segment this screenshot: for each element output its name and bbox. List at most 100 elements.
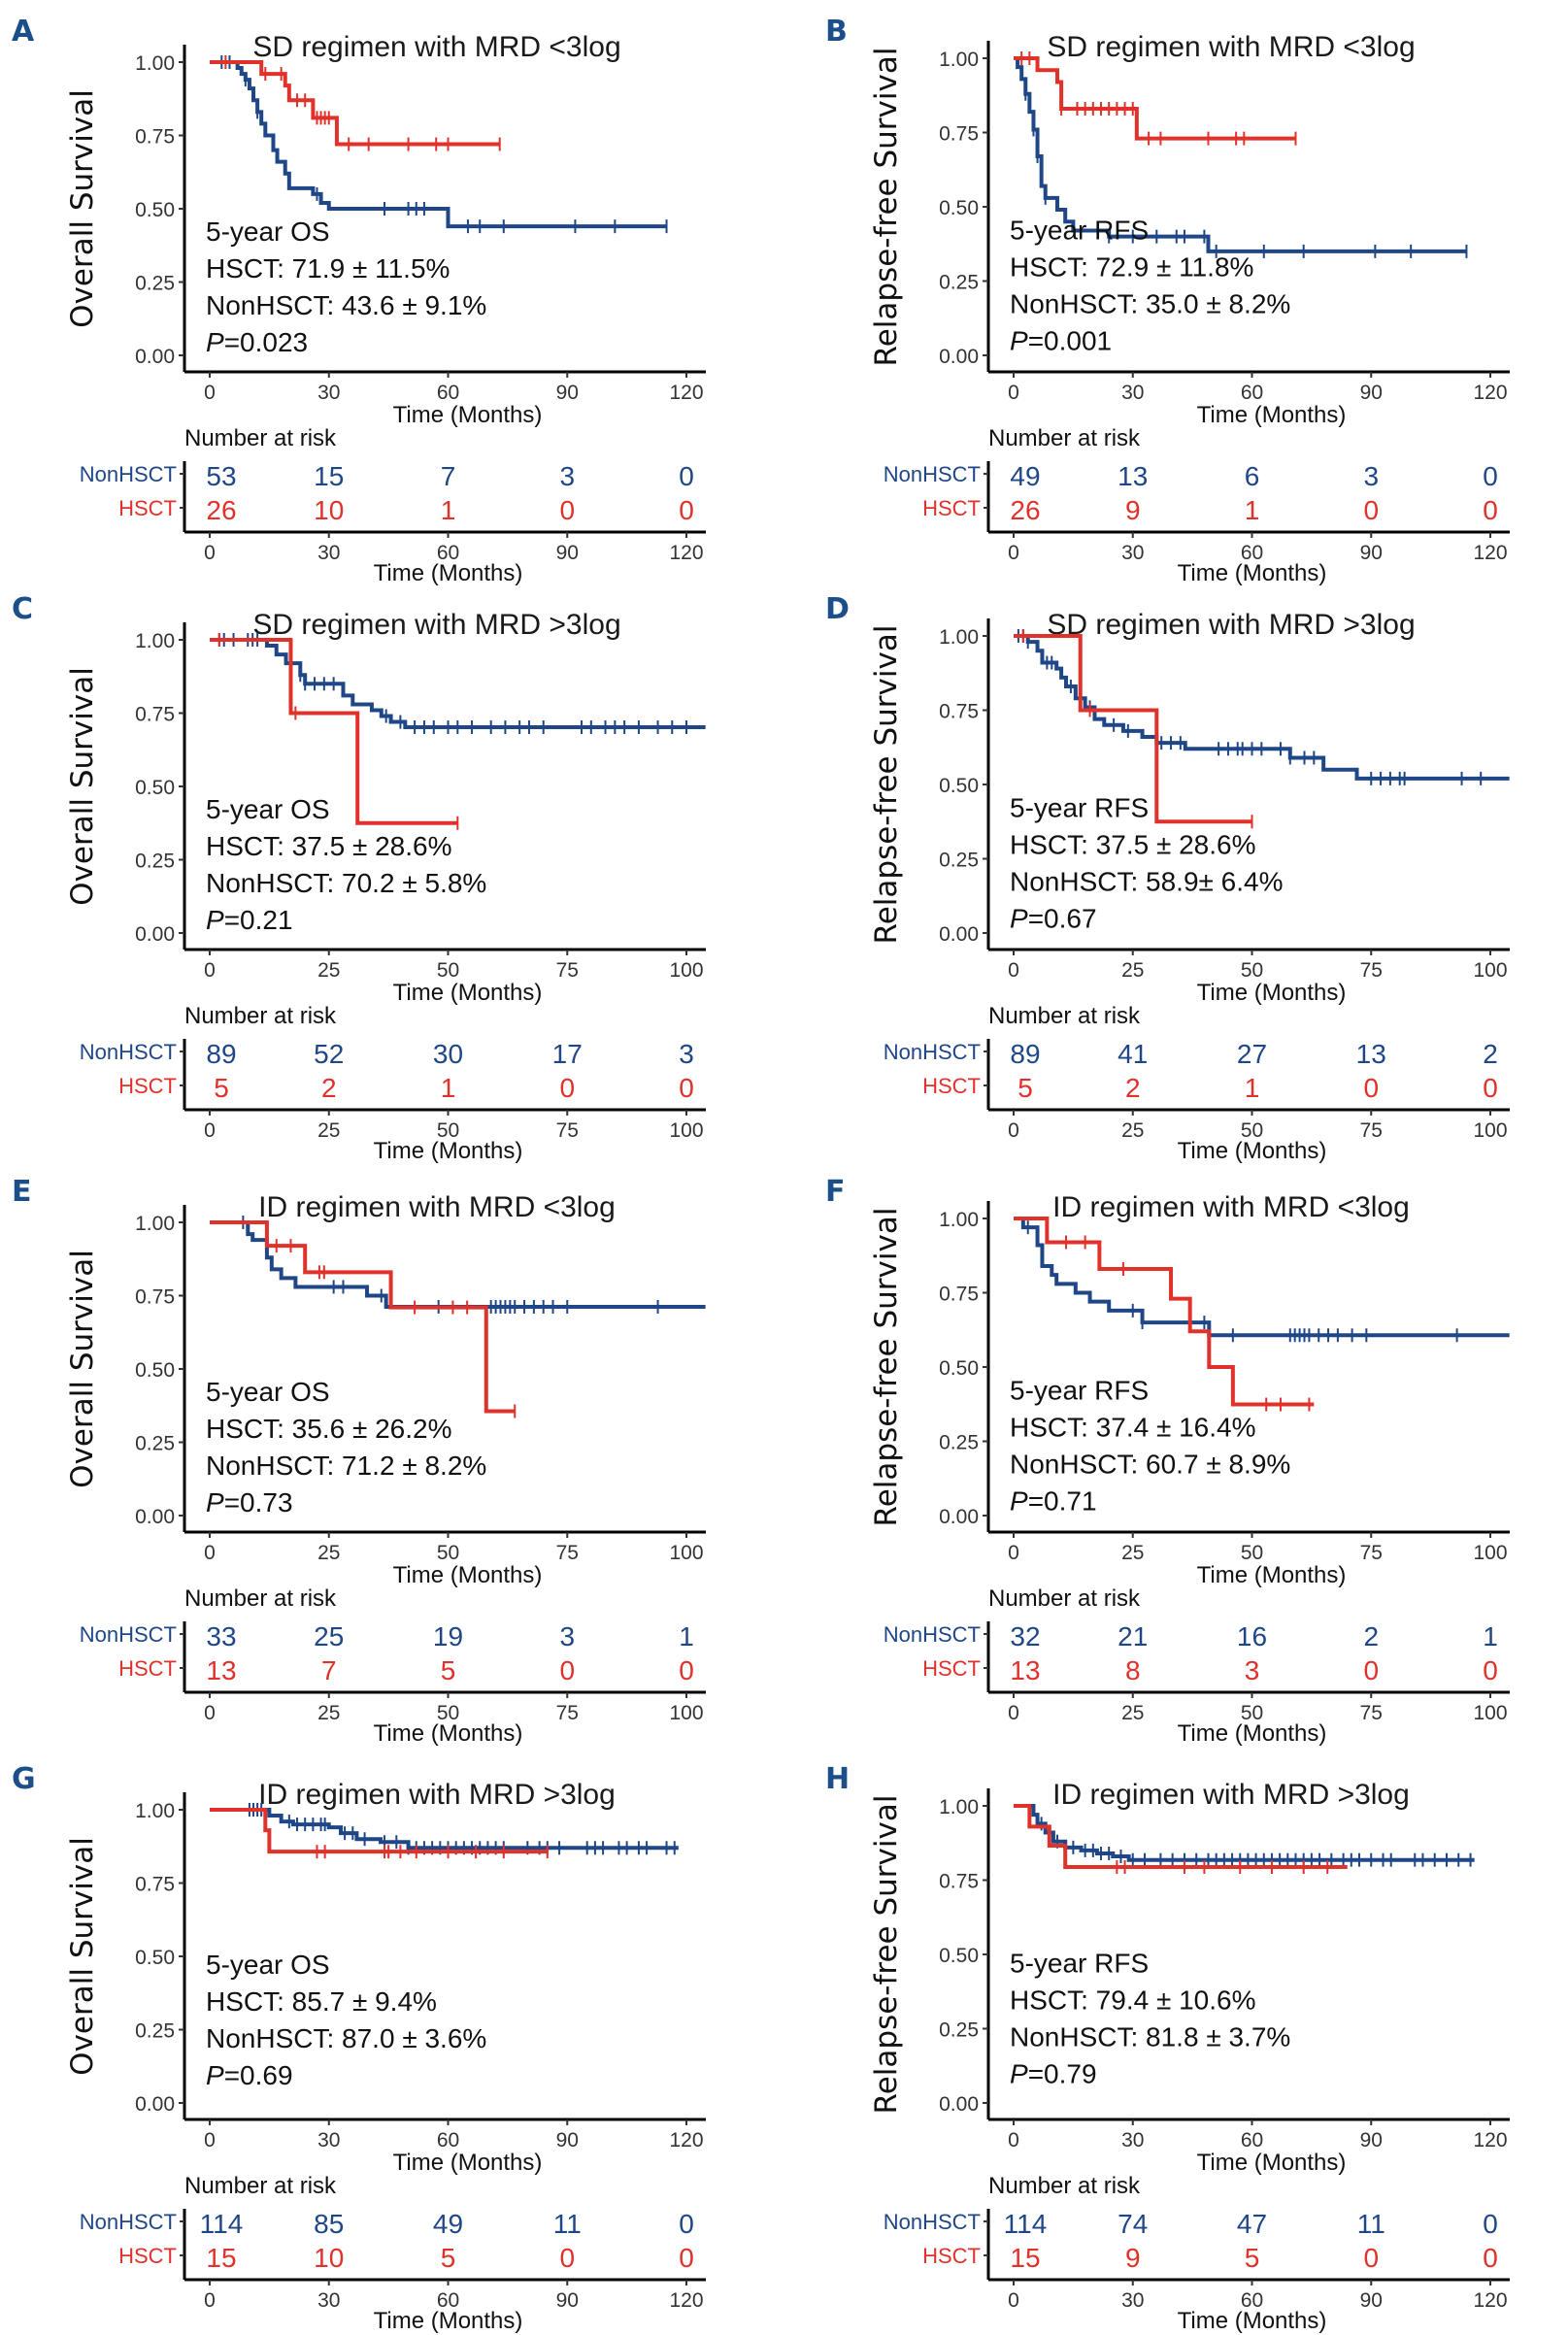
risk-count-hsct: 26 [1010,495,1040,525]
y-tick-label: 0.75 [939,1871,979,1893]
risk-count-hsct: 0 [1483,1655,1498,1685]
risk-row-label-nonhsct: NonHSCT [80,1040,177,1064]
x-tick-label: 75 [556,959,579,982]
risk-count-nonhsct: 47 [1237,2209,1267,2239]
risk-row-label-hsct: HSCT [118,1074,177,1098]
panel-c: C SD regimen with MRD >3log Overall Surviv… [0,578,784,1164]
km-plot-svg: A SD regimen with MRD <3log Overall Surviv… [12,15,706,586]
y-axis-label: Relapse-free Survival [869,625,904,945]
km-curve-hsct [210,1220,516,1414]
x-tick-label: 100 [669,1542,703,1564]
risk-count-hsct: 9 [1125,495,1141,525]
risk-x-tick-label: 0 [1008,1119,1019,1142]
y-tick-label: 0.50 [939,1945,979,1967]
x-tick-label: 90 [1360,2129,1383,2152]
risk-row-label-nonhsct: NonHSCT [884,462,981,486]
risk-x-tick-label: 90 [1360,542,1383,564]
annotation-hsct: HSCT: 85.7 ± 9.4% [206,1986,437,2017]
risk-x-tick-label: 100 [1473,1702,1507,1724]
risk-count-hsct: 0 [679,2243,694,2273]
p-value: =0.73 [224,1487,293,1518]
km-curve-nonhsct [1014,1804,1475,1862]
p-value: =0.79 [1028,2058,1097,2088]
risk-x-axis-label: Time (Months) [374,2308,523,2334]
risk-x-tick-label: 60 [437,542,459,564]
risk-x-axis-label: Time (Months) [374,1138,523,1164]
risk-row-label-nonhsct: NonHSCT [80,2210,177,2234]
risk-x-tick-label: 0 [1008,1702,1019,1724]
risk-count-nonhsct: 52 [314,1039,344,1069]
y-tick-label: 0.75 [135,1286,175,1309]
risk-count-nonhsct: 2 [1483,1039,1498,1069]
risk-count-hsct: 2 [321,1073,337,1103]
risk-table-title: Number at risk [988,425,1141,451]
y-tick-label: 0.25 [939,2019,979,2042]
panel-f: F ID regimen with MRD <3log Relapse-free S… [784,1160,1568,1747]
annotation-header: 5-year OS [206,1950,330,1980]
risk-count-nonhsct: 16 [1237,1621,1267,1651]
x-tick-label: 0 [1008,2129,1019,2152]
panel-b: B SD regimen with MRD <3log Relapse-free S… [784,0,1568,586]
risk-count-nonhsct: 27 [1237,1039,1267,1069]
risk-count-nonhsct: 3 [559,1621,575,1651]
annotation-p-value: P=0.71 [1010,1486,1097,1517]
x-tick-label: 75 [1360,959,1383,982]
risk-count-hsct: 9 [1125,2243,1141,2273]
risk-count-hsct: 10 [314,2243,344,2273]
risk-count-nonhsct: 15 [314,461,344,491]
risk-count-hsct: 0 [1483,2243,1498,2273]
km-curve-hsct [210,60,500,147]
x-tick-label: 0 [1008,382,1019,404]
y-tick-label: 0.00 [135,346,175,368]
x-tick-label: 50 [1241,959,1263,982]
risk-count-nonhsct: 13 [1118,461,1148,491]
risk-count-hsct: 0 [1483,495,1498,525]
x-axis-label: Time (Months) [393,1562,543,1588]
p-label: P [206,327,224,357]
panel-letter: E [12,1175,32,1209]
annotation-p-value: P=0.79 [1010,2058,1097,2088]
y-tick-label: 0.75 [135,704,175,726]
annotation-p-value: P=0.001 [1010,326,1112,356]
y-tick-label: 1.00 [939,49,979,71]
risk-count-hsct: 15 [206,2243,236,2273]
chart-title: ID regimen with MRD <3log [258,1191,616,1223]
y-axis-label: Overall Survival [65,667,100,906]
annotation-header: 5-year OS [206,1377,330,1407]
km-curve-hsct [1014,1804,1348,1870]
x-tick-label: 100 [669,959,703,982]
km-curve-hsct [210,638,458,825]
risk-count-nonhsct: 1 [1483,1621,1498,1651]
risk-count-nonhsct: 17 [552,1039,583,1069]
risk-table-title: Number at risk [988,1585,1141,1612]
risk-x-tick-label: 100 [669,1119,703,1142]
y-tick-label: 0.25 [135,273,175,295]
y-tick-label: 0.00 [135,2093,175,2116]
km-curve-nonhsct [210,1220,706,1309]
panel-letter: A [12,15,35,49]
x-axis-label: Time (Months) [393,402,543,428]
risk-count-nonhsct: 89 [1010,1039,1040,1069]
km-curve-hsct [210,1808,548,1854]
km-curve-hsct [1014,1217,1315,1407]
risk-count-hsct: 10 [314,495,344,525]
annotation-p-value: P=0.023 [206,327,308,357]
risk-count-nonhsct: 19 [433,1621,463,1651]
risk-row-label-hsct: HSCT [118,2244,177,2268]
annotation-header: 5-year RFS [1010,793,1149,823]
y-axis-label: Overall Survival [65,1837,100,2076]
risk-x-tick-label: 30 [1121,542,1144,564]
chart-title: ID regimen with MRD <3log [1052,1191,1410,1223]
risk-x-tick-label: 120 [1473,2289,1507,2312]
risk-x-tick-label: 60 [1241,2289,1263,2312]
x-tick-label: 30 [1121,2129,1144,2152]
y-tick-label: 0.00 [939,923,979,946]
x-tick-label: 50 [437,959,459,982]
risk-row-label-nonhsct: NonHSCT [884,1622,981,1647]
risk-count-hsct: 0 [559,1655,575,1685]
risk-x-tick-label: 25 [1121,1119,1144,1142]
chart-title: SD regimen with MRD >3log [1047,609,1415,641]
y-tick-label: 0.00 [135,923,175,946]
x-tick-label: 0 [204,2129,216,2152]
